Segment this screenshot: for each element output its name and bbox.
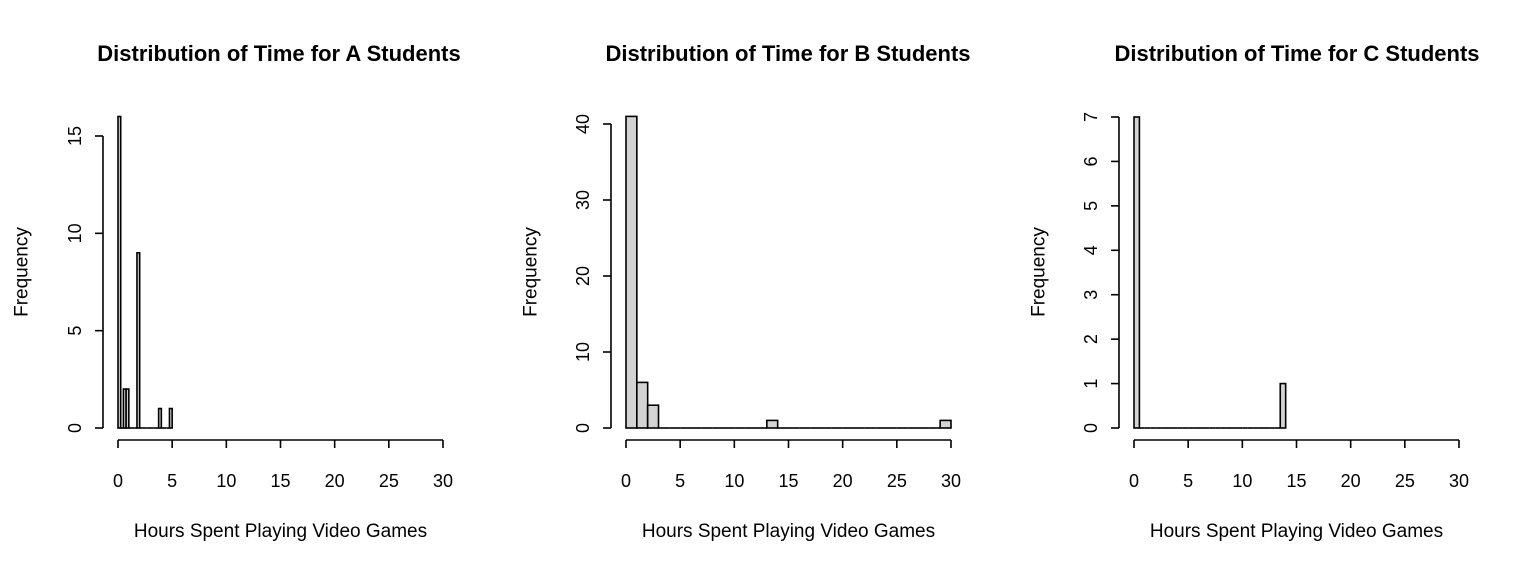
x-axis-label: Hours Spent Playing Video Games	[642, 521, 935, 542]
x-tick-label: 0	[113, 471, 123, 491]
histogram-bar	[625, 115, 638, 429]
chart-title: Distribution of Time for C Students	[1114, 41, 1479, 66]
histogram-bar	[117, 115, 122, 429]
y-tick-label: 2	[1081, 334, 1101, 344]
x-tick-label: 25	[1395, 471, 1415, 491]
y-axis-label: Frequency	[1029, 227, 1050, 317]
x-tick-label: 0	[1129, 471, 1139, 491]
x-tick-label: 5	[675, 471, 685, 491]
x-tick-label: 10	[1232, 471, 1252, 491]
y-tick-label: 0	[573, 423, 593, 433]
y-tick-label: 10	[573, 342, 593, 362]
y-tick-label: 6	[1081, 156, 1101, 166]
x-tick-label: 20	[325, 471, 345, 491]
x-tick-label: 20	[1341, 471, 1361, 491]
y-axis-label: Frequency	[12, 227, 33, 317]
y-tick-label: 5	[65, 326, 85, 336]
histogram-bar	[168, 407, 173, 429]
y-tick-label: 3	[1081, 290, 1101, 300]
histogram-bar	[136, 252, 141, 429]
y-tick-label: 0	[1081, 423, 1101, 433]
x-tick-label: 15	[1286, 471, 1306, 491]
y-tick-label: 20	[573, 266, 593, 286]
histogram-bar	[646, 404, 660, 429]
histogram-bar	[766, 419, 779, 429]
x-tick-label: 20	[833, 471, 853, 491]
x-tick-label: 25	[887, 471, 907, 491]
y-tick-label: 5	[1081, 201, 1101, 211]
y-axis-label: Frequency	[521, 227, 542, 317]
histogram-bar	[125, 388, 130, 429]
y-tick-label: 4	[1081, 245, 1101, 255]
histogram-bar	[636, 381, 649, 429]
x-tick-label: 30	[1449, 471, 1469, 491]
x-tick-label: 15	[778, 471, 798, 491]
x-tick-label: 30	[433, 471, 453, 491]
x-tick-label: 30	[941, 471, 961, 491]
chart-title: Distribution of Time for A Students	[97, 41, 460, 66]
y-tick-label: 1	[1081, 379, 1101, 389]
x-axis-label: Hours Spent Playing Video Games	[134, 521, 427, 542]
histogram-bar	[1279, 382, 1287, 429]
x-axis-label: Hours Spent Playing Video Games	[1150, 521, 1443, 542]
y-tick-label: 7	[1081, 112, 1101, 122]
histogram-bar	[1133, 116, 1141, 429]
x-tick-label: 15	[270, 471, 290, 491]
x-tick-label: 0	[621, 471, 631, 491]
x-tick-label: 25	[379, 471, 399, 491]
panel-a-students: Distribution of Time for A Students 0 5 10 1…	[12, 41, 461, 542]
histogram-bar	[939, 419, 952, 429]
x-tick-label: 5	[1183, 471, 1193, 491]
panel-b-students: Distribution of Time for B Students 0 5 10 1…	[521, 41, 971, 542]
y-tick-label: 10	[65, 223, 85, 243]
y-tick-label: 0	[65, 423, 85, 433]
y-tick-label: 40	[573, 114, 593, 134]
histogram-bar	[157, 407, 163, 429]
y-tick-label: 15	[65, 126, 85, 146]
y-tick-label: 30	[573, 190, 593, 210]
x-tick-label: 10	[216, 471, 236, 491]
chart-title: Distribution of Time for B Students	[605, 41, 970, 66]
x-tick-label: 10	[724, 471, 744, 491]
x-tick-label: 5	[167, 471, 177, 491]
